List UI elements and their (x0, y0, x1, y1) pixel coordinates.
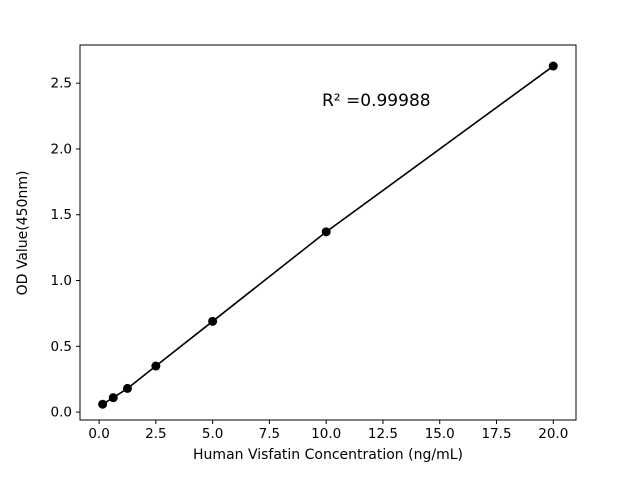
x-tick-label: 10.0 (311, 426, 341, 442)
x-tick-label: 20.0 (538, 426, 568, 442)
data-point (151, 361, 161, 371)
data-point (208, 316, 218, 326)
data-point (122, 383, 132, 393)
data-point (548, 61, 558, 71)
x-tick-label: 7.5 (259, 426, 280, 442)
x-tick-label: 0.0 (88, 426, 109, 442)
x-axis-label: Human Visfatin Concentration (ng/mL) (193, 447, 463, 463)
y-tick-label: 2.5 (51, 76, 72, 92)
x-tick-label: 5.0 (202, 426, 223, 442)
r-squared-annotation: R² =0.99988 (322, 91, 431, 111)
y-tick-label: 1.0 (51, 273, 72, 289)
y-tick-label: 2.0 (51, 141, 72, 157)
y-tick-label: 0.5 (51, 339, 72, 355)
axes-frame (79, 44, 577, 421)
data-point (98, 399, 108, 409)
y-tick-label: 1.5 (51, 207, 72, 223)
x-tick-label: 2.5 (145, 426, 166, 442)
data-point (108, 393, 118, 403)
x-tick-label: 17.5 (481, 426, 511, 442)
y-axis-label: OD Value(450nm) (15, 171, 31, 296)
x-tick-label: 15.0 (425, 426, 455, 442)
y-tick-label: 0.0 (51, 405, 72, 421)
data-point (321, 227, 331, 237)
plot-area: 0.0 2.5 5.0 7.5 10.0 12.5 15.0 17.5 20.0 0.0 0.5 1.… (51, 44, 577, 442)
x-tick-label: 12.5 (368, 426, 398, 442)
